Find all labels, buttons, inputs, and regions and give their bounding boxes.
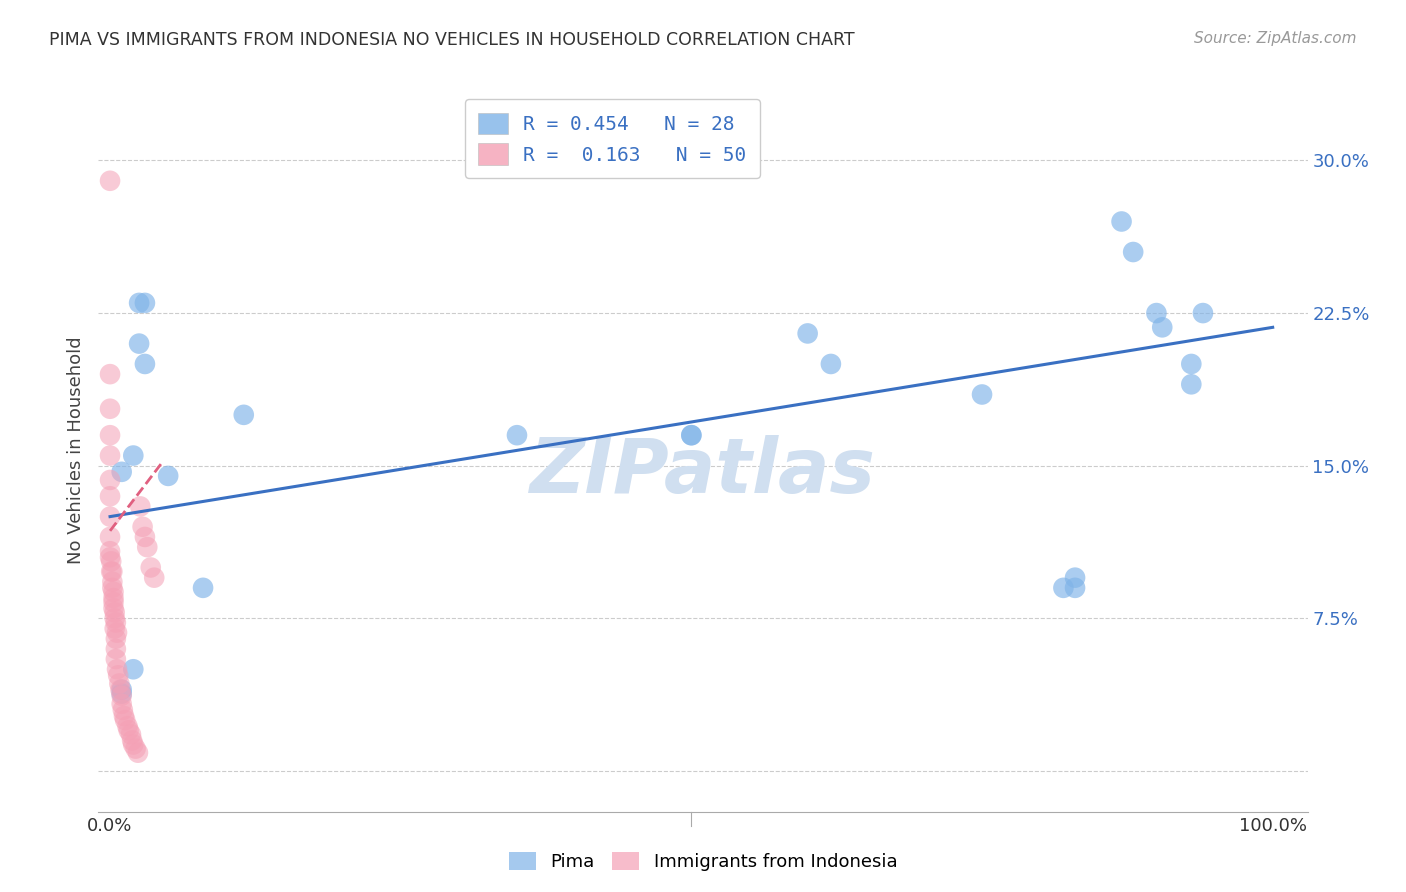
Point [129,500,152,514]
Point [122,449,145,463]
Point [124,741,146,756]
Point [103,585,125,599]
Point [111,703,134,717]
Point [104,615,127,630]
Point [111,697,134,711]
Point [98,544,121,558]
Point [143,571,166,585]
Point [112,709,135,723]
Point [681,428,703,442]
Point [681,428,703,442]
Point [122,662,145,676]
Point [120,727,142,741]
Point [104,641,127,656]
Point [103,591,125,605]
Point [136,540,159,554]
Point [101,581,124,595]
Point [105,662,128,676]
Point [1064,571,1087,585]
Point [98,428,121,442]
Point [157,469,180,483]
Point [118,723,141,738]
Point [1152,320,1174,334]
Point [820,357,842,371]
Point [98,509,121,524]
Point [134,296,156,310]
Point [506,428,529,442]
Point [110,682,132,697]
Point [103,601,125,615]
Point [98,550,121,565]
Point [98,473,121,487]
Point [1192,306,1215,320]
Point [100,554,122,568]
Text: Source: ZipAtlas.com: Source: ZipAtlas.com [1194,31,1357,46]
Point [101,565,124,579]
Point [970,387,993,401]
Text: PIMA VS IMMIGRANTS FROM INDONESIA NO VEHICLES IN HOUSEHOLD CORRELATION CHART: PIMA VS IMMIGRANTS FROM INDONESIA NO VEH… [49,31,855,49]
Point [232,408,254,422]
Point [131,520,153,534]
Point [134,530,156,544]
Point [1180,357,1202,371]
Point [103,595,125,609]
Point [1180,377,1202,392]
Point [100,565,122,579]
Point [105,625,128,640]
Point [111,465,134,479]
Point [111,682,134,697]
Point [117,719,139,733]
Point [114,713,136,727]
Point [128,296,150,310]
Legend: R = 0.454   N = 28, R =  0.163   N = 50: R = 0.454 N = 28, R = 0.163 N = 50 [465,99,761,178]
Point [104,611,127,625]
Point [111,689,134,703]
Point [1122,245,1144,260]
Point [107,668,129,682]
Point [128,336,150,351]
Point [98,530,121,544]
Point [104,632,127,646]
Point [98,367,121,381]
Point [1144,306,1167,320]
Point [101,574,124,589]
Point [98,174,121,188]
Point [1052,581,1074,595]
Point [127,746,149,760]
Point [121,733,143,747]
Point [1064,581,1087,595]
Point [111,687,134,701]
Point [122,738,145,752]
Point [98,449,121,463]
Point [1111,214,1133,228]
Text: ZIPatlas: ZIPatlas [530,435,876,509]
Y-axis label: No Vehicles in Household: No Vehicles in Household [66,336,84,565]
Point [134,357,156,371]
Point [191,581,214,595]
Point [104,622,127,636]
Point [796,326,818,341]
Legend: Pima, Immigrants from Indonesia: Pima, Immigrants from Indonesia [502,845,904,879]
Point [108,676,131,690]
Point [98,401,121,416]
Point [98,489,121,503]
Point [104,605,127,619]
Point [139,560,162,574]
Point [104,652,127,666]
